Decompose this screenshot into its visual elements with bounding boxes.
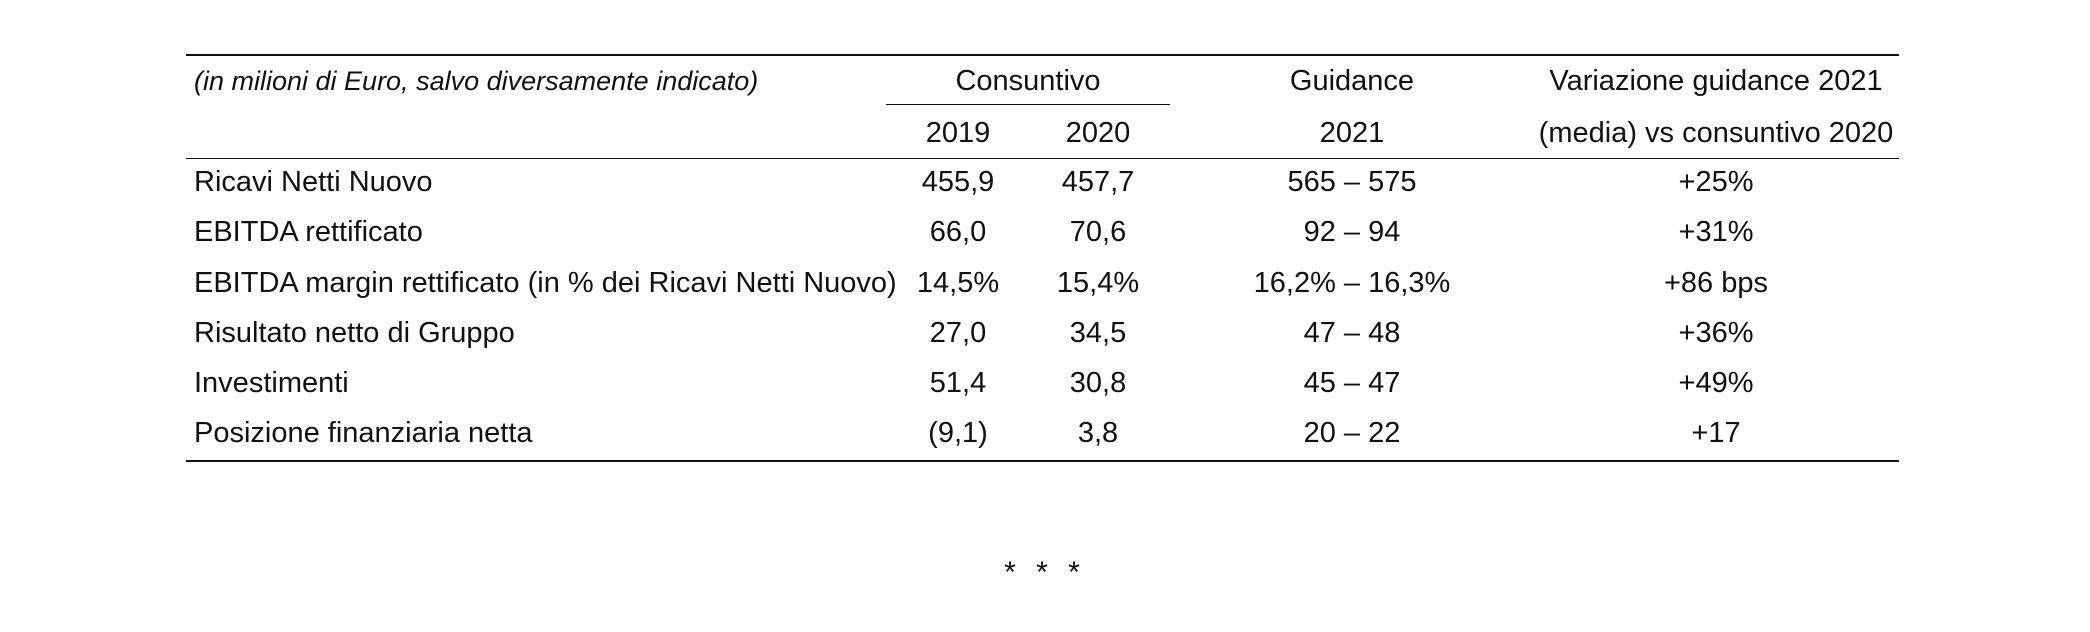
consuntivo-underline xyxy=(886,104,1170,105)
header-consuntivo: Consuntivo xyxy=(955,65,1101,97)
cell-variation: +31% xyxy=(1678,216,1754,248)
table-header-rule xyxy=(186,158,1899,159)
row-label: Investimenti xyxy=(194,367,349,399)
cell-variation: +86 bps xyxy=(1663,267,1769,299)
cell-variation: +17 xyxy=(1691,417,1741,449)
cell-2020: 70,6 xyxy=(1069,216,1127,248)
cell-2020: 457,7 xyxy=(1061,166,1135,198)
cell-guidance: 45 – 47 xyxy=(1303,367,1401,399)
row-label: Posizione finanziaria netta xyxy=(194,417,533,449)
cell-guidance: 92 – 94 xyxy=(1303,216,1401,248)
row-label: Ricavi Netti Nuovo xyxy=(194,166,433,198)
cell-guidance: 565 – 575 xyxy=(1287,166,1417,198)
table-top-rule xyxy=(186,54,1899,56)
cell-2019: (9,1) xyxy=(928,417,988,449)
cell-2020: 30,8 xyxy=(1069,367,1127,399)
row-label: Risultato netto di Gruppo xyxy=(194,317,515,349)
cell-variation: +36% xyxy=(1678,317,1754,349)
cell-variation: +25% xyxy=(1678,166,1754,198)
header-variation-line2: (media) vs consuntivo 2020 xyxy=(1538,117,1894,149)
cell-2020: 15,4% xyxy=(1056,267,1140,299)
header-guidance-year: 2021 xyxy=(1319,117,1385,149)
cell-guidance: 47 – 48 xyxy=(1303,317,1401,349)
cell-guidance: 16,2% – 16,3% xyxy=(1253,267,1451,299)
cell-guidance: 20 – 22 xyxy=(1303,417,1401,449)
header-year-2019: 2019 xyxy=(925,117,991,149)
table-unit-note: (in milioni di Euro, salvo diversamente … xyxy=(194,66,759,96)
cell-2019: 66,0 xyxy=(929,216,987,248)
header-year-2020: 2020 xyxy=(1065,117,1131,149)
row-label: EBITDA rettificato xyxy=(194,216,423,248)
table-bottom-rule xyxy=(186,460,1899,462)
cell-2019: 455,9 xyxy=(921,166,995,198)
row-label: EBITDA margin rettificato (in % dei Rica… xyxy=(194,267,897,299)
header-guidance: Guidance xyxy=(1289,65,1415,97)
section-separator: * * * xyxy=(1004,556,1086,589)
header-variation-line1: Variazione guidance 2021 xyxy=(1549,65,1883,97)
cell-2019: 27,0 xyxy=(929,317,987,349)
cell-2019: 14,5% xyxy=(916,267,1000,299)
cell-2019: 51,4 xyxy=(929,367,987,399)
cell-2020: 3,8 xyxy=(1077,417,1119,449)
cell-variation: +49% xyxy=(1678,367,1754,399)
cell-2020: 34,5 xyxy=(1069,317,1127,349)
